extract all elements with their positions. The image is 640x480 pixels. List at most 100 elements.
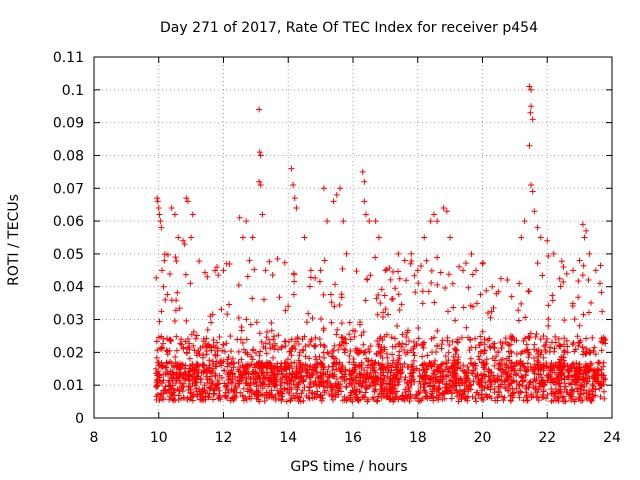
data-point	[590, 393, 597, 400]
data-point	[164, 335, 171, 342]
data-point	[422, 379, 429, 386]
data-point	[489, 340, 496, 347]
data-point	[526, 83, 533, 90]
data-point	[384, 350, 391, 357]
data-point	[340, 218, 347, 225]
data-point	[453, 372, 460, 379]
data-point	[558, 258, 565, 265]
data-point	[168, 375, 175, 382]
data-point	[317, 394, 324, 401]
data-point	[501, 394, 508, 401]
data-point	[368, 373, 375, 380]
data-point	[228, 395, 235, 402]
data-point	[533, 347, 540, 354]
data-point	[524, 397, 531, 404]
data-point	[397, 373, 404, 380]
data-point	[288, 344, 295, 351]
data-point	[476, 356, 483, 363]
data-point	[288, 386, 295, 393]
data-point	[216, 333, 223, 340]
data-point	[317, 372, 324, 379]
data-point	[447, 385, 454, 392]
data-point	[470, 378, 477, 385]
data-point	[215, 272, 222, 279]
y-tick-label: 0.04	[53, 280, 84, 296]
data-point	[186, 377, 193, 384]
data-point	[283, 398, 290, 405]
data-point	[212, 344, 219, 351]
data-point	[328, 393, 335, 400]
data-point	[450, 304, 457, 311]
data-point	[203, 373, 210, 380]
data-point	[338, 388, 345, 395]
data-point	[287, 377, 294, 384]
data-point	[281, 259, 288, 266]
data-point	[311, 343, 318, 350]
data-point	[331, 303, 338, 310]
data-point	[408, 250, 415, 257]
data-points	[152, 83, 609, 405]
data-point	[288, 165, 295, 172]
data-point	[200, 338, 207, 345]
y-tick-label: 0.02	[53, 345, 84, 361]
data-point	[484, 310, 491, 317]
data-point	[279, 370, 286, 377]
x-tick-label: 8	[90, 430, 99, 446]
data-point	[324, 218, 331, 225]
data-point	[571, 373, 578, 380]
data-point	[249, 234, 256, 241]
data-point	[279, 390, 286, 397]
data-point	[581, 234, 588, 241]
data-point	[372, 359, 379, 366]
data-point	[601, 336, 608, 343]
data-point	[583, 349, 590, 356]
data-point	[513, 385, 520, 392]
data-point	[256, 106, 263, 113]
data-point	[489, 283, 496, 290]
data-point	[307, 274, 314, 281]
data-point	[449, 381, 456, 388]
data-point	[560, 264, 567, 271]
data-point	[202, 396, 209, 403]
data-point	[372, 218, 379, 225]
data-point	[590, 383, 597, 390]
data-point	[452, 317, 459, 324]
data-point	[156, 211, 163, 218]
data-point	[583, 389, 590, 396]
data-point	[434, 342, 441, 349]
data-point	[256, 359, 263, 366]
data-point	[278, 379, 285, 386]
data-point	[469, 393, 476, 400]
data-point	[156, 361, 163, 368]
data-point	[527, 109, 534, 116]
data-point	[260, 296, 267, 303]
data-point	[193, 332, 200, 339]
data-point	[383, 331, 390, 338]
data-point	[336, 361, 343, 368]
data-point	[503, 361, 510, 368]
data-point	[428, 335, 435, 342]
data-point	[296, 352, 303, 359]
y-tick-label: 0.06	[53, 214, 84, 230]
data-point	[343, 384, 350, 391]
data-point	[176, 388, 183, 395]
data-point	[349, 398, 356, 405]
data-point	[387, 389, 394, 396]
data-point	[592, 386, 599, 393]
data-point	[596, 385, 603, 392]
data-point	[360, 329, 367, 336]
data-point	[598, 289, 605, 296]
data-point	[362, 349, 369, 356]
data-point	[395, 291, 402, 298]
data-point	[579, 272, 586, 279]
data-point	[445, 357, 452, 364]
data-point	[192, 335, 199, 342]
data-point	[206, 343, 213, 350]
data-point	[257, 152, 264, 159]
y-tick-label: 0.08	[53, 148, 84, 164]
data-point	[232, 393, 239, 400]
data-point	[253, 319, 260, 326]
data-point	[160, 394, 167, 401]
data-point	[419, 353, 426, 360]
data-point	[350, 356, 357, 363]
